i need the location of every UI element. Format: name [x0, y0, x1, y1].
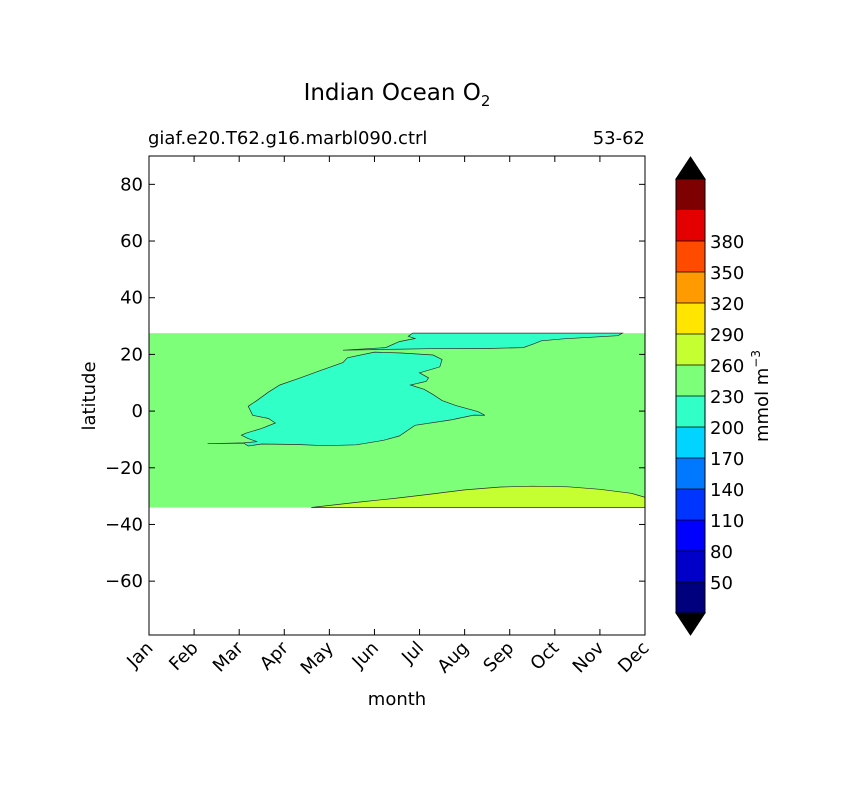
colorbar-tick-label: 80 [710, 542, 733, 563]
chart-subtitle-left: giaf.e20.T62.g16.marbl090.ctrl [148, 128, 427, 149]
y-tick-label: 80 [120, 174, 143, 195]
chart-title: Indian Ocean O2 [304, 80, 491, 110]
y-tick-label: −60 [105, 571, 143, 592]
colorbar-tick-label: 320 [710, 294, 744, 315]
colorbar-segment [676, 303, 705, 334]
colorbar-segment [676, 210, 705, 241]
chart-title-subscript: 2 [481, 92, 491, 110]
colorbar-segment [676, 396, 705, 427]
y-tick-label: 0 [132, 401, 143, 422]
colorbar-segment [676, 551, 705, 582]
contour-layer [149, 332, 645, 508]
colorbar-tick-label: 230 [710, 387, 744, 408]
colorbar-tick-label: 140 [710, 480, 744, 501]
colorbar-tick-label: 290 [710, 325, 744, 346]
contour-regions [207, 332, 645, 508]
colorbar-tick-label: 380 [710, 232, 744, 253]
colorbar-label-superscript: −3 [749, 350, 763, 368]
contour-region-3 [311, 485, 645, 508]
colorbar-tick-label: 50 [710, 573, 733, 594]
colorbar-segment [676, 365, 705, 396]
contour-region-1 [207, 351, 486, 447]
colorbar-label: mmol m−3 [749, 350, 773, 442]
contour-region-2 [342, 332, 624, 351]
colorbar-segment [676, 489, 705, 520]
y-axis: 80 60 40 20 0 −20 −40 −60 [105, 174, 645, 592]
colorbar: 50 80 110 140 170 200 230 260 290 320 350 380 [675, 156, 744, 636]
colorbar-segment [676, 241, 705, 272]
colorbar-tick-label: 200 [710, 418, 744, 439]
colorbar-segment [676, 582, 705, 613]
plot-frame [148, 155, 646, 636]
chart-subtitle-right: 53-62 [593, 128, 645, 149]
colorbar-segment [676, 427, 705, 458]
y-tick-label: −40 [105, 514, 143, 535]
colorbar-tick-label: 260 [710, 356, 744, 377]
y-tick-label: 60 [120, 231, 143, 252]
colorbar-tick-label: 170 [710, 449, 744, 470]
colorbar-segment [676, 458, 705, 489]
colorbar-segment [676, 272, 705, 303]
y-tick-label: 40 [120, 288, 143, 309]
y-tick-label: 20 [120, 344, 143, 365]
colorbar-tick-label: 350 [710, 263, 744, 284]
x-axis-label: month [368, 689, 426, 710]
colorbar-segment [676, 179, 705, 210]
y-tick-label: −20 [105, 458, 143, 479]
y-axis-label: latitude [79, 361, 100, 430]
colorbar-segment [676, 334, 705, 365]
colorbar-tick-label: 110 [710, 511, 744, 532]
colorbar-segment [676, 520, 705, 551]
